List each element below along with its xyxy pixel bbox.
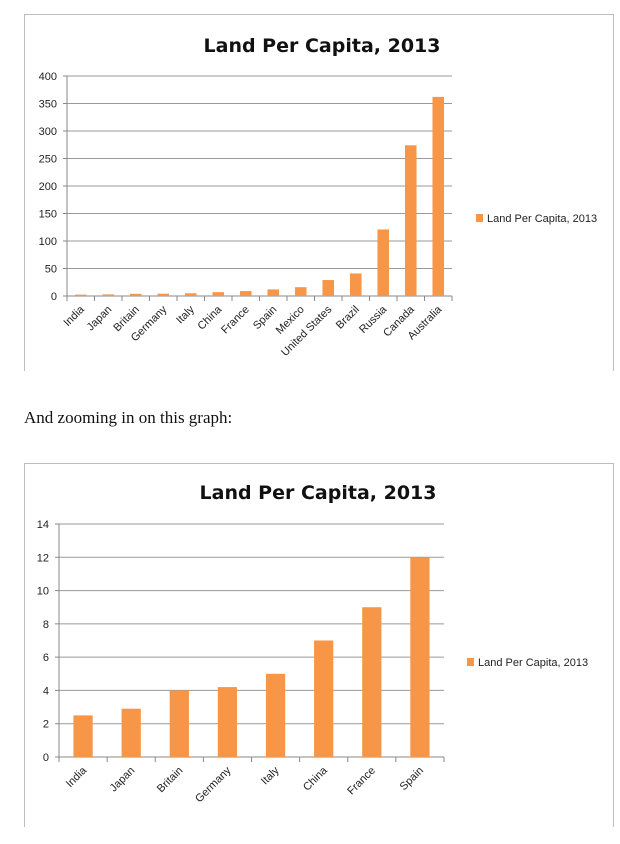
y-tick-label: 300	[39, 126, 57, 138]
bar-france	[362, 607, 382, 757]
caption-text: And zooming in on this graph:	[24, 408, 233, 427]
legend-label: Land Per Capita, 2013	[487, 213, 597, 225]
chart-title: Land Per Capita, 2013	[200, 482, 437, 504]
y-tick-label: 250	[39, 154, 57, 166]
bar-india	[74, 294, 87, 296]
x-tick-label: Britain	[155, 765, 186, 796]
bar-germany	[217, 687, 238, 757]
y-tick-label: 8	[43, 619, 49, 631]
bar-mexico	[294, 287, 307, 296]
bar-australia	[432, 96, 445, 297]
legend-swatch	[476, 214, 483, 222]
bar-spain	[267, 289, 280, 296]
y-tick-label: 12	[37, 552, 49, 564]
legend-label: Land Per Capita, 2013	[478, 657, 588, 669]
bar-japan	[102, 294, 115, 296]
bar-britain	[169, 690, 189, 757]
bar-russia	[377, 229, 390, 296]
bar-china	[314, 640, 334, 757]
y-tick-label: 6	[43, 652, 49, 664]
y-tick-label: 14	[37, 519, 49, 531]
bar-united-states	[322, 280, 335, 296]
chart-frame-full	[24, 14, 614, 371]
bar-france	[239, 291, 252, 296]
x-tick-label: France	[219, 304, 252, 337]
x-tick-label: China	[301, 764, 330, 793]
y-tick-label: 50	[45, 264, 57, 276]
bar-germany	[157, 293, 170, 296]
legend-swatch	[467, 658, 474, 666]
x-tick-label: Spain	[398, 765, 426, 793]
y-tick-label: 0	[51, 291, 57, 303]
x-tick-label: Japan	[108, 765, 138, 795]
bar-italy	[184, 293, 197, 296]
bar-china	[212, 292, 225, 296]
bar-britain	[129, 293, 142, 296]
bar-spain	[410, 557, 430, 757]
y-tick-label: 200	[39, 181, 57, 193]
x-tick-label: India	[64, 764, 90, 790]
x-tick-label: France	[345, 765, 378, 798]
y-tick-label: 100	[39, 236, 57, 248]
y-tick-label: 2	[43, 719, 49, 731]
x-tick-label: Japan	[85, 304, 115, 334]
x-tick-label: Germany	[193, 764, 234, 805]
y-tick-label: 0	[43, 752, 49, 764]
bar-india	[73, 715, 93, 757]
y-tick-label: 150	[39, 209, 57, 221]
bar-italy	[265, 673, 286, 757]
chart-title: Land Per Capita, 2013	[204, 35, 441, 57]
x-tick-label: Italy	[259, 764, 282, 787]
y-tick-label: 350	[39, 99, 57, 111]
bar-brazil	[349, 273, 362, 296]
bar-canada	[404, 145, 417, 296]
y-tick-label: 400	[39, 71, 57, 83]
x-tick-label: Italy	[174, 303, 197, 326]
y-tick-label: 10	[37, 586, 49, 598]
bar-japan	[121, 708, 141, 757]
y-tick-label: 4	[43, 685, 49, 697]
